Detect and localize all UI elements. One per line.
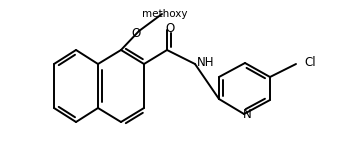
- Text: O: O: [165, 22, 174, 34]
- Text: N: N: [243, 109, 251, 122]
- Text: Cl: Cl: [304, 55, 316, 69]
- Text: NH: NH: [197, 55, 215, 69]
- Text: O: O: [131, 26, 140, 39]
- Text: methoxy: methoxy: [142, 9, 188, 19]
